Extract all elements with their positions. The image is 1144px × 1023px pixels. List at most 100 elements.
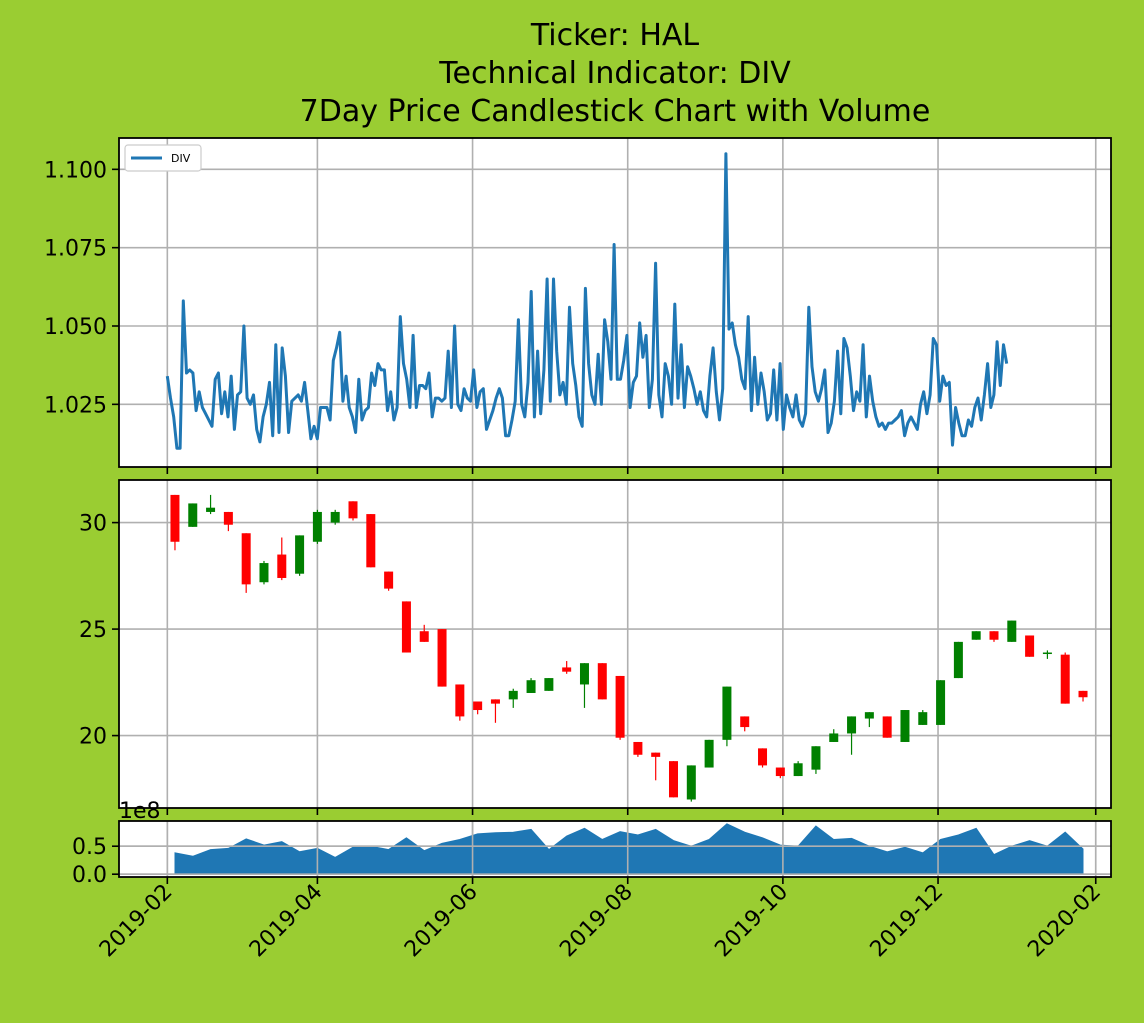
candle	[740, 716, 750, 732]
candle-body	[882, 716, 892, 738]
candle	[793, 761, 803, 777]
candle-body	[1007, 620, 1017, 642]
indicator-y-tick-label: 1.100	[44, 158, 107, 183]
candle-body	[348, 501, 358, 519]
candle-body	[419, 631, 429, 642]
candle-body	[473, 701, 483, 711]
candle	[312, 509, 322, 544]
candle	[241, 533, 251, 593]
candle-body	[170, 494, 180, 542]
candle-body	[490, 699, 500, 704]
candle	[651, 752, 661, 781]
volume-panel-border	[118, 820, 1112, 878]
volume-offset-label: 1e8	[119, 799, 161, 824]
candle-body	[401, 601, 411, 653]
x-tick-label: 2019-04	[245, 880, 328, 963]
candle	[295, 535, 305, 576]
candle-body	[1078, 690, 1088, 698]
candle	[526, 678, 536, 693]
candle	[758, 748, 768, 768]
candle-body	[562, 667, 572, 672]
candle	[669, 761, 679, 798]
candle-body	[259, 563, 269, 583]
candle-body	[544, 678, 554, 691]
indicator-y-tick-label: 1.025	[44, 393, 107, 418]
candle	[401, 601, 411, 653]
candle-body	[384, 571, 394, 589]
indicator-y-tick-label: 1.050	[44, 315, 107, 340]
volume-panel: 0.0 0.5 1e8	[72, 799, 1112, 888]
chart-title-line-3: 7Day Price Candlestick Chart with Volume	[300, 94, 931, 129]
candle	[508, 688, 518, 708]
candle	[1078, 690, 1088, 702]
candle	[864, 712, 874, 728]
candle	[348, 501, 358, 521]
candle	[989, 631, 999, 642]
price-y-tick-label: 20	[79, 725, 107, 750]
candle-body	[188, 503, 198, 527]
candle-body	[740, 716, 750, 728]
candle-body	[241, 533, 251, 585]
candle-body	[1042, 652, 1052, 655]
chart-title-group: Ticker: HAL Technical Indicator: DIV 7Da…	[300, 18, 931, 129]
candle	[366, 514, 376, 568]
candle-body	[971, 631, 981, 640]
candle-body	[704, 739, 714, 768]
candle	[811, 746, 821, 774]
volume-y-tick-label: 0.0	[72, 863, 107, 888]
indicator-panel: 1.025 1.050 1.075 1.100 DIV	[44, 137, 1112, 474]
candle	[686, 765, 696, 802]
candle-body	[295, 535, 305, 574]
candle	[206, 494, 216, 515]
candle	[277, 537, 287, 581]
candle-body	[953, 641, 963, 679]
legend-box	[124, 144, 202, 172]
candle-body	[597, 663, 607, 700]
legend-label-div: DIV	[171, 152, 191, 165]
candle	[170, 494, 180, 551]
candle	[384, 571, 394, 591]
candle	[437, 629, 447, 687]
candle-body	[277, 554, 287, 578]
candle-body	[223, 511, 233, 525]
candle-body	[206, 507, 216, 512]
candle	[419, 624, 429, 642]
candle	[722, 686, 732, 747]
candle	[918, 710, 928, 725]
candle-body	[615, 675, 625, 738]
candle-body	[579, 663, 589, 685]
candle	[1007, 620, 1017, 642]
candle-body	[633, 741, 643, 755]
candle	[562, 661, 572, 674]
candle-body	[775, 767, 785, 777]
indicator-panel-border	[118, 137, 1112, 468]
candle	[900, 710, 910, 742]
x-tick-label: 2019-12	[866, 880, 949, 963]
volume-y-tick-label: 0.5	[72, 835, 107, 860]
candle	[490, 699, 500, 723]
candle	[544, 678, 554, 691]
candle-body	[686, 765, 696, 800]
candle-body	[793, 763, 803, 777]
candle-body	[1060, 654, 1070, 704]
x-tick-label: 2019-02	[95, 880, 178, 963]
chart-title-line-1: Ticker: HAL	[530, 18, 700, 53]
price-y-tick-label: 25	[79, 618, 107, 643]
candle	[704, 739, 714, 768]
candle-body	[847, 716, 857, 734]
candle-body	[811, 746, 821, 770]
candle	[188, 503, 198, 527]
indicator-legend: DIV	[124, 144, 202, 172]
candle-body	[829, 733, 839, 742]
x-tick-label: 2019-10	[710, 880, 793, 963]
div-series-line	[165, 152, 1009, 450]
candle	[971, 631, 981, 640]
candle-body	[722, 686, 732, 740]
candle-body	[651, 752, 661, 757]
candle	[223, 511, 233, 532]
candle	[882, 716, 892, 738]
price-panel: 20 25 30	[79, 479, 1112, 815]
candle	[330, 509, 340, 525]
